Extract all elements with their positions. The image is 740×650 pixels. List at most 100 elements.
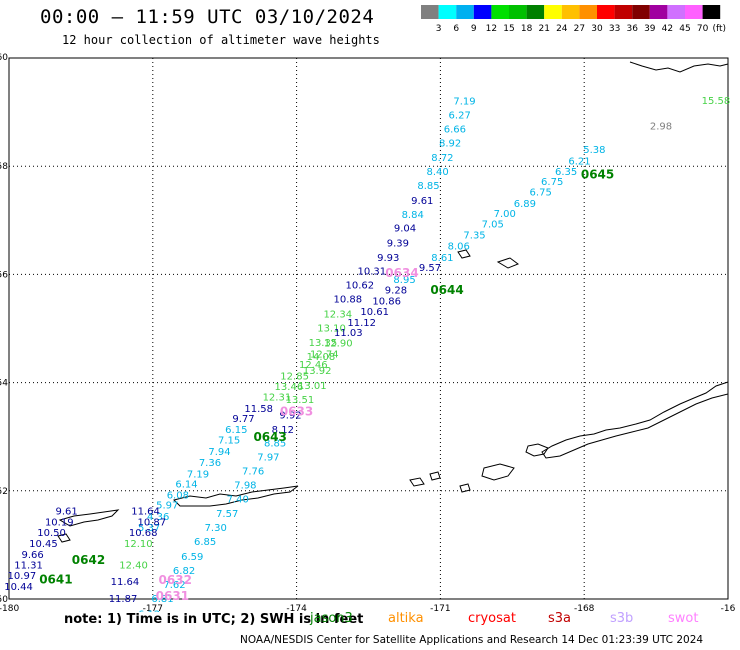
wave-height-value: 6.81 xyxy=(151,594,173,605)
satellite-legend-s3a: s3a xyxy=(548,611,572,626)
pass-label: 0643 xyxy=(253,430,286,444)
color-bin-label: 39 xyxy=(644,24,656,34)
wave-height-value: 11.31 xyxy=(14,561,43,572)
wave-height-value: 9.66 xyxy=(21,550,43,561)
axis-tick-labels: -180 -177 -174 -171 -168 -16 50 52 54 56 58 60 xyxy=(0,53,736,612)
wave-height-value: 15.58 xyxy=(702,96,731,107)
wave-height-value: 14.08 xyxy=(307,352,336,363)
satellite-legend: jason3 altika cryosat s3a s3b swot xyxy=(0,611,740,631)
wave-height-value: 7.62 xyxy=(163,580,185,591)
wave-height-value: 7.19 xyxy=(187,469,209,480)
map-subtitle: 12 hour collection of altimeter wave hei… xyxy=(62,33,380,47)
wave-height-value: 10.50 xyxy=(37,528,66,539)
lat-tick-label: 52 xyxy=(0,487,8,497)
wave-height-value: 7.57 xyxy=(216,509,238,520)
color-bin-label: 45 xyxy=(679,24,690,34)
wave-height-value: 12.40 xyxy=(119,561,148,572)
wave-height-value: 6.27 xyxy=(449,111,471,122)
wave-height-value: 7.40 xyxy=(227,495,249,506)
wave-height-value: 9.61 xyxy=(55,507,77,518)
satellite-legend-altika: altika xyxy=(388,611,424,626)
wave-height-value: 5.37 xyxy=(138,523,160,534)
wave-height-value: 5.97 xyxy=(156,501,178,512)
wave-height-value: 7.98 xyxy=(234,481,256,492)
color-bin-label: 33 xyxy=(609,24,620,34)
wave-height-value: 8.61 xyxy=(431,253,453,264)
wave-height-value: 7.97 xyxy=(257,453,279,464)
pass-label: 0641 xyxy=(39,572,72,586)
pass-label: 0642 xyxy=(72,553,105,567)
unimak-island-coast xyxy=(525,443,549,457)
wave-height-value: 12.34 xyxy=(323,310,352,321)
wave-height-readings: 7.19 6.27 6.66 8.92 8.72 8.40 8.85 9.61 8.84 9.04… xyxy=(4,96,730,612)
aleutian-western-coast xyxy=(58,509,120,527)
wave-height-value: 6.21 xyxy=(568,157,590,168)
wave-height-value: 6.82 xyxy=(173,566,195,577)
wave-height-value: 12.31 xyxy=(263,392,292,403)
wave-height-value: 12.85 xyxy=(280,371,309,382)
andreanof-islands-coast xyxy=(409,471,441,487)
wave-height-value: 10.61 xyxy=(360,307,389,318)
note-text: note: 1) Time is in UTC; 2) SWH is in fe… xyxy=(64,612,364,627)
satellite-legend-cryosat: cryosat xyxy=(468,611,516,626)
wave-height-value: 9.39 xyxy=(387,238,409,249)
wave-height-value: 10.68 xyxy=(129,528,158,539)
wave-height-value: 7.36 xyxy=(199,458,221,469)
color-bin-label: 6 xyxy=(453,24,459,34)
color-bin xyxy=(526,5,545,19)
wave-height-value: 7.94 xyxy=(208,447,230,458)
wave-height-value: 13.01 xyxy=(298,381,327,392)
color-bin xyxy=(473,5,492,19)
wave-height-value: 7.00 xyxy=(494,209,516,220)
wave-height-value: 9.93 xyxy=(377,253,399,264)
pass-label: 0633 xyxy=(280,405,313,419)
wave-height-value: 8.95 xyxy=(393,275,415,286)
wave-height-value: 13.51 xyxy=(286,395,315,406)
color-bin-label: 27 xyxy=(574,24,585,34)
wave-height-value: 6.66 xyxy=(444,125,466,136)
pass-label: 0645 xyxy=(581,168,614,182)
lon-tick-label: -174 xyxy=(286,604,307,612)
wave-height-value: 9.92 xyxy=(279,410,301,421)
wave-height-value: 9.04 xyxy=(394,224,416,235)
wave-height-value: 10.86 xyxy=(372,297,401,308)
coastline xyxy=(57,61,729,543)
lon-tick-label: -168 xyxy=(574,604,595,612)
map-frame xyxy=(8,57,729,600)
wave-height-value: 8.72 xyxy=(431,153,453,164)
map-title: 00:00 — 11:59 UTC 03/10/2024 xyxy=(40,6,375,28)
wave-height-value: 7.30 xyxy=(205,523,227,534)
color-bin xyxy=(649,5,668,19)
wave-height-value: 7.35 xyxy=(463,231,485,242)
wave-height-value: 6.85 xyxy=(194,537,216,548)
pass-label: 0631 xyxy=(156,589,189,603)
color-bin-label: 42 xyxy=(662,24,673,34)
pribilof-st-george-coast xyxy=(457,249,471,259)
wave-height-value: 12.10 xyxy=(124,539,153,550)
wave-height-value: 6.15 xyxy=(225,425,247,436)
wave-height-value: 8.12 xyxy=(272,425,294,436)
wave-height-value: 10.62 xyxy=(345,280,374,291)
wave-height-value: 7.19 xyxy=(453,97,475,108)
wave-height-value: 8.40 xyxy=(426,167,448,178)
wave-height-value: 8.92 xyxy=(439,139,461,150)
lon-tick-label: -171 xyxy=(430,604,450,612)
color-bin-label: 70 xyxy=(697,24,709,34)
wave-height-value: 8.84 xyxy=(402,210,424,221)
color-bin-label: 15 xyxy=(503,24,514,34)
pribilof-st-paul-coast xyxy=(496,257,520,269)
color-bin xyxy=(597,5,615,19)
lon-tick-label: -177 xyxy=(143,604,163,612)
alaska-peninsula-coast xyxy=(541,381,729,459)
lat-tick-label: 60 xyxy=(0,53,8,63)
lat-tick-label: 50 xyxy=(0,595,8,605)
wave-height-value: 9.28 xyxy=(385,285,407,296)
wave-height-value: 11.03 xyxy=(334,328,363,339)
color-scale-legend: 3 6 9 12 15 18 21 24 27 30 33 36 39 42 45 70 (ft) xyxy=(421,5,726,34)
color-bin xyxy=(579,5,597,19)
color-bin-label: 12 xyxy=(486,24,497,34)
wave-height-value: 6.59 xyxy=(181,552,203,563)
wave-height-value: 9.57 xyxy=(419,263,441,274)
color-bin-label: 9 xyxy=(471,24,477,34)
